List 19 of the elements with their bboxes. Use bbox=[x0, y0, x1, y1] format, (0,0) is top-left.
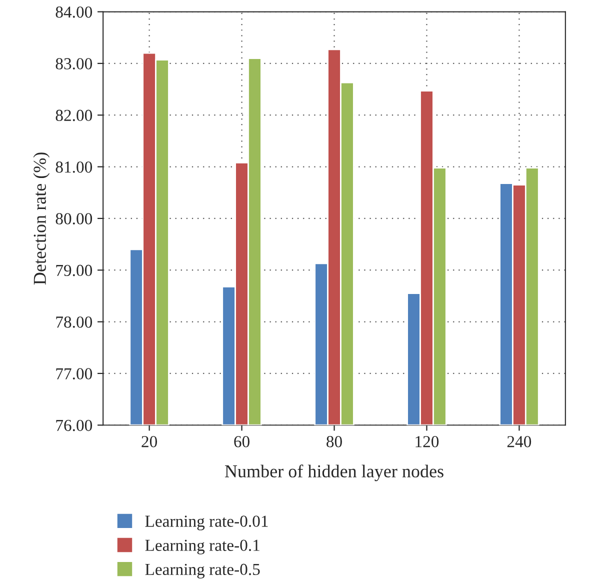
y-tick-label: 76.00 bbox=[56, 420, 92, 432]
x-axis-title: Number of hidden layer nodes bbox=[224, 464, 444, 482]
x-tick-label: 240 bbox=[507, 436, 532, 448]
y-tick-label: 83.00 bbox=[56, 58, 92, 70]
legend-label: Learning rate-0.5 bbox=[145, 564, 260, 578]
y-axis-title: Detection rate (%) bbox=[33, 152, 50, 285]
x-tick-label: 80 bbox=[326, 436, 342, 448]
y-tick-label: 82.00 bbox=[56, 110, 92, 122]
legend-label: Learning rate-0.1 bbox=[145, 540, 260, 554]
y-tick-label: 78.00 bbox=[56, 316, 92, 328]
y-tick-label: 80.00 bbox=[56, 213, 92, 224]
y-tick-label: 81.00 bbox=[56, 161, 92, 173]
x-tick-label: 20 bbox=[142, 436, 158, 448]
x-tick-label: 120 bbox=[416, 436, 439, 448]
y-tick-label: 77.00 bbox=[56, 368, 92, 380]
y-tick-label: 84.00 bbox=[56, 6, 92, 18]
legend-label: Learning rate-0.01 bbox=[145, 516, 268, 530]
y-tick-label: 79.00 bbox=[56, 264, 92, 276]
x-tick-label: 60 bbox=[234, 436, 250, 448]
